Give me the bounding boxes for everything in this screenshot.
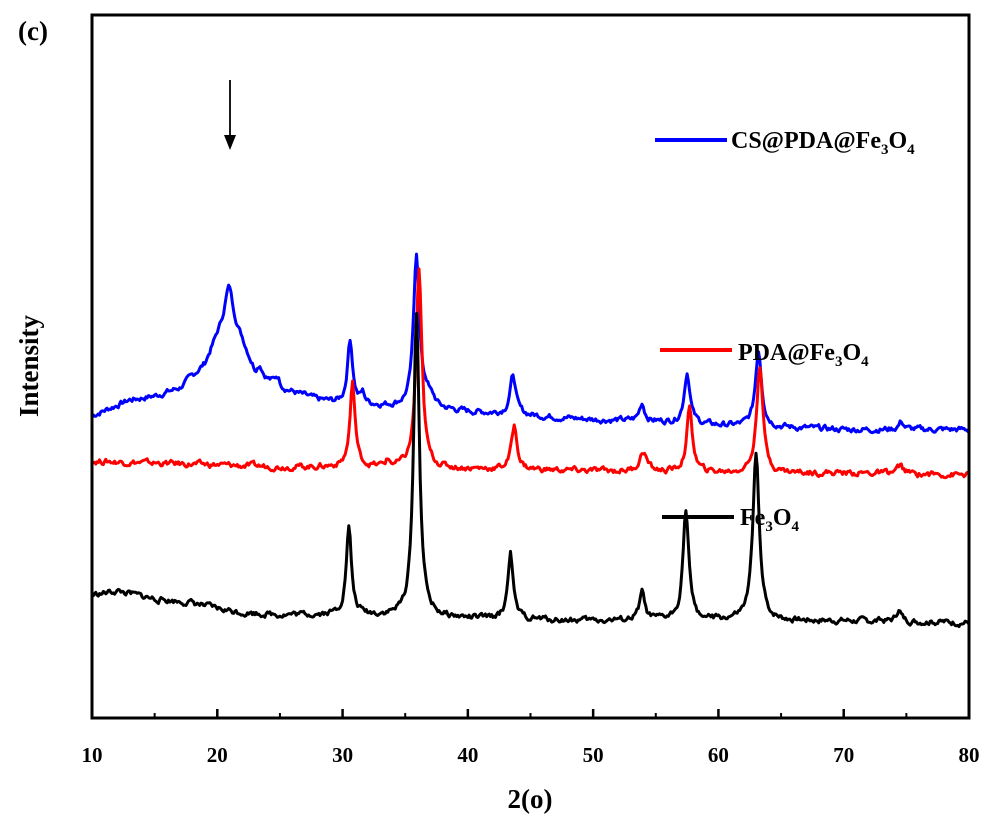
arrow-annotation bbox=[224, 80, 236, 150]
x-tick-label-40: 40 bbox=[457, 743, 478, 767]
series-line-cs-pda-fe3o4 bbox=[91, 252, 970, 435]
x-tick-label-30: 30 bbox=[332, 743, 353, 767]
legend-label-pda-fe3o4: PDA@Fe3O4 bbox=[738, 340, 869, 370]
x-tick-label-60: 60 bbox=[708, 743, 729, 767]
legend-label-cs-pda-fe3o4: CS@PDA@Fe3O4 bbox=[731, 128, 915, 158]
x-tick-label-50: 50 bbox=[583, 743, 604, 767]
legend-item-cs-pda-fe3o4: CS@PDA@Fe3O4 bbox=[655, 128, 915, 158]
legend: CS@PDA@Fe3O4 PDA@Fe3O4 Fe3O4 bbox=[655, 128, 915, 535]
x-tick-label-80: 80 bbox=[959, 743, 980, 767]
series-line-fe3o4 bbox=[91, 312, 971, 628]
x-tick-label-70: 70 bbox=[833, 743, 854, 767]
series-line-pda-fe3o4 bbox=[91, 267, 970, 480]
arrow-head bbox=[224, 135, 236, 150]
legend-item-fe3o4: Fe3O4 bbox=[662, 505, 799, 535]
legend-item-pda-fe3o4: PDA@Fe3O4 bbox=[660, 340, 869, 370]
x-tick-label-10: 10 bbox=[82, 743, 103, 767]
x-axis-title: 2(o) bbox=[508, 784, 553, 814]
y-axis-title: Intensity bbox=[14, 314, 44, 417]
x-tick-label-20: 20 bbox=[207, 743, 228, 767]
panel-label: (c) bbox=[18, 16, 48, 46]
series-layer bbox=[91, 252, 971, 628]
x-axis: 10 20 30 40 50 60 70 80 bbox=[82, 709, 980, 767]
legend-label-fe3o4: Fe3O4 bbox=[740, 505, 799, 535]
